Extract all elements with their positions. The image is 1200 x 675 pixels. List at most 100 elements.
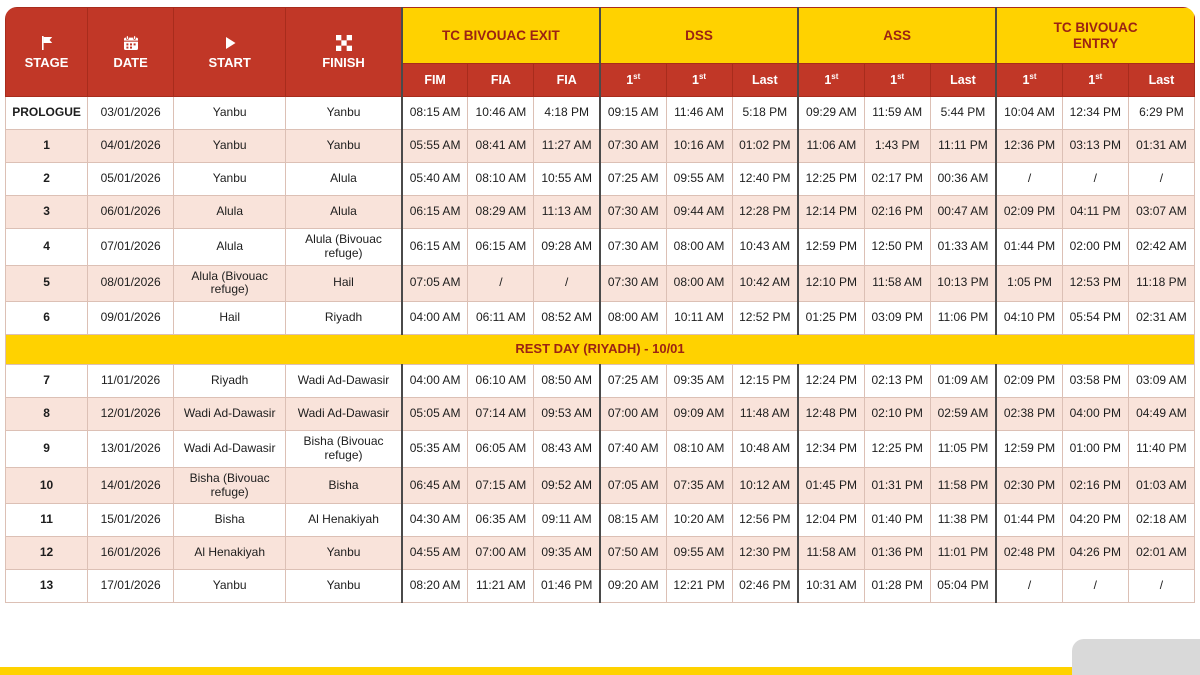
- time-cell: /: [995, 162, 1063, 196]
- time-cell: 10:46 AM: [467, 96, 535, 130]
- flag-icon: [41, 35, 52, 50]
- time-cell: 11:59 AM: [863, 96, 931, 130]
- time-cell: 05:04 PM: [929, 569, 997, 604]
- stage-cell: 13: [5, 569, 89, 604]
- subcolumn-header-first: 1st: [797, 63, 865, 97]
- time-cell: 10:04 AM: [995, 96, 1063, 130]
- bottom-accent-bar: [0, 667, 1200, 675]
- time-cell: 02:46 PM: [731, 569, 799, 604]
- date-cell: 11/01/2026: [87, 364, 175, 399]
- time-cell: 06:45 AM: [400, 466, 469, 505]
- time-cell: 05:05 AM: [400, 397, 469, 432]
- time-cell: 02:10 PM: [863, 397, 931, 432]
- time-cell: 10:48 AM: [731, 430, 799, 468]
- stage-schedule-table: STAGE DATE START FINISH TC BIVOUAC EXIT …: [5, 7, 1195, 604]
- stage-row: 11 15/01/2026 Bisha Al Henakiyah 04:30 AM 06:…: [5, 503, 1195, 538]
- finish-cell: Wadi Ad-Dawasir: [285, 364, 403, 399]
- group-header-tc-bivouac-exit: TC BIVOUAC EXIT: [400, 7, 601, 64]
- time-cell: 03:07 AM: [1127, 195, 1195, 229]
- stage-row: 7 11/01/2026 Riyadh Wadi Ad-Dawasir 04:00 AM…: [5, 364, 1195, 399]
- header-row-subcolumns: FIM FIA FIA 1st 1st Last 1st 1st Last 1s…: [6, 63, 1195, 97]
- time-cell: 07:50 AM: [598, 536, 667, 571]
- start-cell: Yanbu: [173, 162, 287, 196]
- finish-cell: Riyadh: [285, 301, 403, 336]
- rest-day-label: REST DAY (RIYADH) - 10/01: [5, 334, 1195, 366]
- time-cell: 02:00 PM: [1061, 228, 1129, 266]
- rest-day-row: REST DAY (RIYADH) - 10/01: [5, 334, 1195, 366]
- date-cell: 13/01/2026: [87, 430, 175, 468]
- start-cell: Alula: [173, 228, 287, 266]
- time-cell: 01:44 PM: [995, 503, 1063, 538]
- time-cell: 02:31 AM: [1127, 301, 1195, 336]
- stage-cell: 9: [5, 430, 89, 468]
- time-cell: 02:18 AM: [1127, 503, 1195, 538]
- stage-row: PROLOGUE 03/01/2026 Yanbu Yanbu 08:15 AM 10:4…: [5, 96, 1195, 130]
- time-cell: 08:10 AM: [665, 430, 733, 468]
- stage-row: 5 08/01/2026 Alula (Bivouac refuge) Hail 07:…: [5, 264, 1195, 303]
- time-cell: 04:10 PM: [995, 301, 1063, 336]
- stage-row: 8 12/01/2026 Wadi Ad-Dawasir Wadi Ad-Dawasi…: [5, 397, 1195, 432]
- time-cell: 11:48 AM: [731, 397, 799, 432]
- time-cell: 09:29 AM: [797, 96, 865, 130]
- finish-cell: Alula: [285, 195, 403, 229]
- start-cell: Wadi Ad-Dawasir: [173, 397, 287, 432]
- time-cell: 11:58 AM: [797, 536, 865, 571]
- time-cell: 07:30 AM: [598, 195, 667, 229]
- stage-row: 2 05/01/2026 Yanbu Alula 05:40 AM 08:10 AM 10:…: [5, 162, 1195, 196]
- stage-cell: 3: [5, 195, 89, 229]
- subcolumn-header-last: Last: [731, 63, 799, 97]
- time-cell: 07:00 AM: [467, 536, 535, 571]
- time-cell: 09:44 AM: [665, 195, 733, 229]
- group-header-label: DSS: [685, 27, 713, 43]
- time-cell: 12:25 PM: [863, 430, 931, 468]
- time-cell: 01:36 PM: [863, 536, 931, 571]
- stage-cell: 1: [5, 129, 89, 163]
- time-cell: 12:59 PM: [797, 228, 865, 266]
- time-cell: 12:40 PM: [731, 162, 799, 196]
- time-cell: 03:09 AM: [1127, 364, 1195, 399]
- time-cell: 04:00 AM: [400, 301, 469, 336]
- group-header-label: ASS: [883, 27, 912, 43]
- time-cell: 09:35 AM: [665, 364, 733, 399]
- group-header-label: TC BIVOUAC ENTRY: [1053, 19, 1138, 51]
- time-cell: 11:01 PM: [929, 536, 997, 571]
- time-cell: 04:20 PM: [1061, 503, 1129, 538]
- finish-cell: Alula (Bivouac refuge): [285, 228, 403, 266]
- time-cell: 08:00 AM: [665, 228, 733, 266]
- time-cell: 08:00 AM: [598, 301, 667, 336]
- time-cell: 12:34 PM: [797, 430, 865, 468]
- calendar-icon: [123, 34, 138, 50]
- time-cell: 12:14 PM: [797, 195, 865, 229]
- stage-cell: 10: [5, 466, 89, 505]
- stage-cell: PROLOGUE: [5, 96, 89, 130]
- time-cell: 12:59 PM: [995, 430, 1063, 468]
- time-cell: 11:18 PM: [1127, 264, 1195, 303]
- start-cell: Yanbu: [173, 129, 287, 163]
- time-cell: 01:02 PM: [731, 129, 799, 163]
- time-cell: 08:43 AM: [533, 430, 601, 468]
- time-cell: 04:49 AM: [1127, 397, 1195, 432]
- time-cell: /: [533, 264, 601, 303]
- time-cell: /: [467, 264, 535, 303]
- date-cell: 09/01/2026: [87, 301, 175, 336]
- time-cell: 11:13 AM: [533, 195, 601, 229]
- start-cell: Riyadh: [173, 364, 287, 399]
- time-cell: 10:16 AM: [665, 129, 733, 163]
- time-cell: 01:09 AM: [929, 364, 997, 399]
- subcolumn-header-first: 1st: [863, 63, 931, 97]
- time-cell: 05:55 AM: [400, 129, 469, 163]
- start-cell: Alula: [173, 195, 287, 229]
- stage-row: 12 16/01/2026 Al Henakiyah Yanbu 04:55 AM 07:…: [5, 536, 1195, 571]
- time-cell: 10:31 AM: [797, 569, 865, 604]
- stage-row: 9 13/01/2026 Wadi Ad-Dawasir Bisha (Bivouac…: [5, 430, 1195, 468]
- time-cell: 06:15 AM: [400, 195, 469, 229]
- finish-cell: Yanbu: [285, 96, 403, 130]
- time-cell: 08:00 AM: [665, 264, 733, 303]
- time-cell: 10:55 AM: [533, 162, 601, 196]
- time-cell: 01:40 PM: [863, 503, 931, 538]
- time-cell: 04:55 AM: [400, 536, 469, 571]
- page-corner-background: [1072, 639, 1200, 675]
- date-cell: 04/01/2026: [87, 129, 175, 163]
- time-cell: 02:59 AM: [929, 397, 997, 432]
- time-cell: 01:45 PM: [797, 466, 865, 505]
